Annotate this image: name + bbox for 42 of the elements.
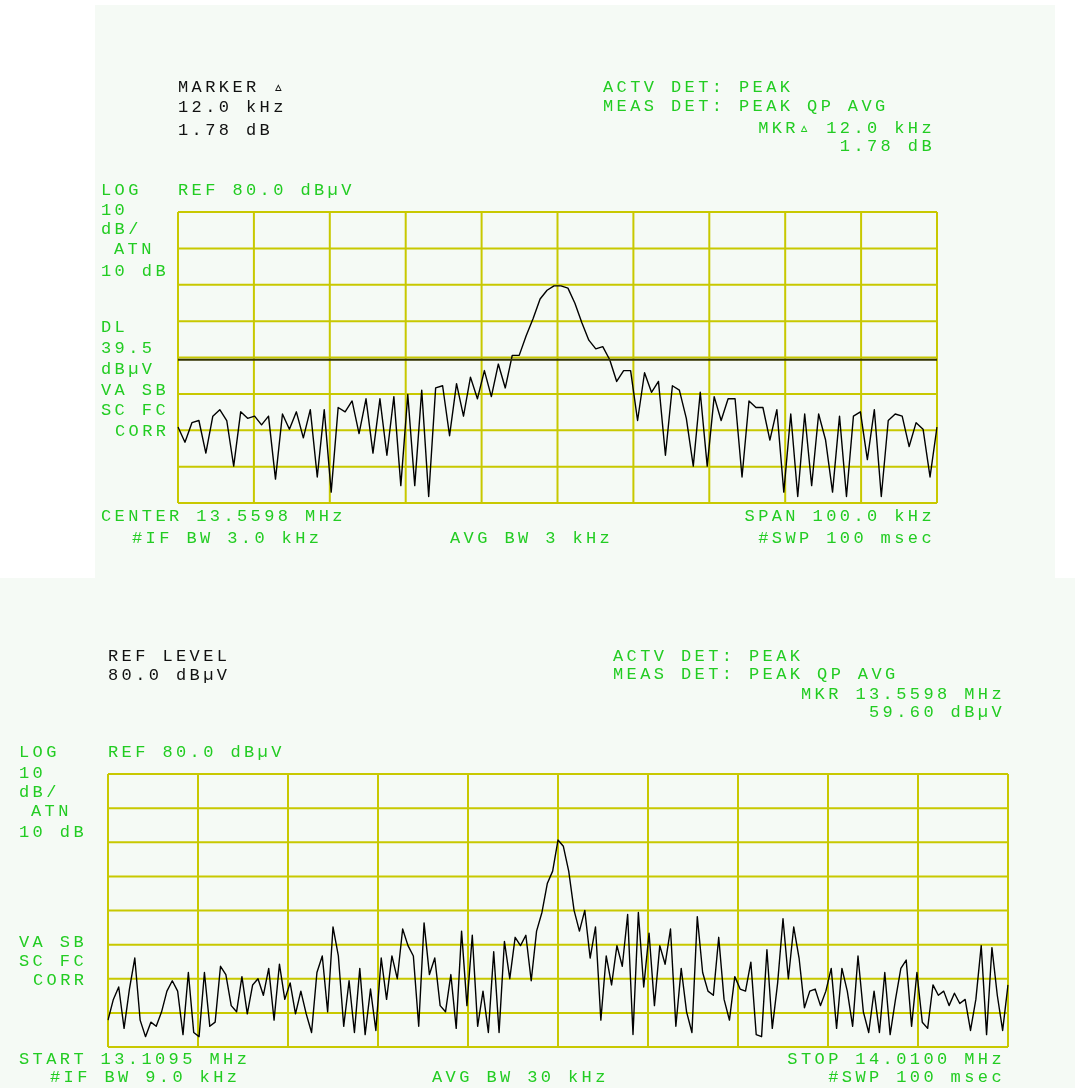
text: dB/ (101, 220, 142, 239)
text: MARKER ▵ (178, 78, 287, 97)
text: #IF BW 3.0 kHz (132, 529, 323, 548)
text: AVG BW 30 kHz (432, 1068, 609, 1087)
text: REF 80.0 dBµV (108, 743, 285, 762)
text: 10 (101, 201, 129, 220)
text: 12.0 kHz (178, 98, 287, 117)
text: #SWP 100 msec (828, 1068, 1005, 1087)
text: VA SB (101, 381, 170, 400)
text: ACTV DET: PEAK (603, 78, 794, 97)
text: REF 80.0 dBµV (178, 181, 355, 200)
text: LOG (101, 181, 142, 200)
text: 10 dB (101, 262, 170, 281)
text: ACTV DET: PEAK (613, 647, 804, 666)
text: VA SB (19, 933, 88, 952)
text: 80.0 dBµV (108, 666, 231, 685)
text: AVG BW 3 kHz (450, 529, 614, 548)
text: 59.60 dBµV (868, 703, 1005, 722)
text: SC FC (19, 952, 88, 971)
text: 1.78 dB (178, 121, 274, 140)
text: #SWP 100 msec (758, 529, 935, 548)
text: 1.78 dB (839, 137, 935, 156)
text: SPAN 100.0 kHz (744, 507, 935, 526)
text: 10 (19, 764, 47, 783)
text: CENTER 13.5598 MHz (101, 507, 346, 526)
text: REF LEVEL (108, 647, 231, 666)
text: LOG (19, 743, 60, 762)
text: START 13.1095 MHz (19, 1050, 251, 1069)
text: 10 dB (19, 823, 88, 842)
text: #IF BW 9.0 kHz (50, 1068, 241, 1087)
text: CORR (33, 971, 88, 990)
text: MEAS DET: PEAK QP AVG (613, 665, 899, 684)
text: MKR 13.5598 MHz (800, 685, 1005, 704)
ref-line-label: DL 39.5 dBµV (101, 318, 156, 379)
text: ATN (31, 802, 72, 821)
text: MKR▵ 12.0 kHz (758, 119, 935, 138)
text: MEAS DET: PEAK QP AVG (603, 97, 889, 116)
text: STOP 14.0100 MHz (787, 1050, 1005, 1069)
text: dB/ (19, 783, 60, 802)
text: SC FC (101, 401, 170, 420)
text: ATN (114, 240, 155, 259)
text: CORR (115, 422, 170, 441)
